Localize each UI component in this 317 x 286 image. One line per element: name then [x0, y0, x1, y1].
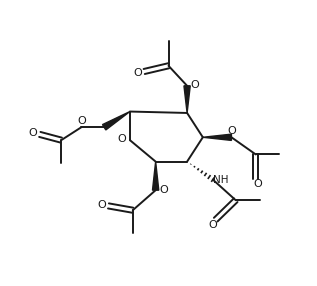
- Text: O: O: [209, 221, 217, 230]
- Text: O: O: [77, 116, 86, 126]
- Text: O: O: [97, 200, 106, 210]
- Polygon shape: [102, 112, 130, 130]
- Polygon shape: [152, 162, 159, 190]
- Text: O: O: [191, 80, 199, 90]
- Polygon shape: [184, 86, 190, 113]
- Polygon shape: [203, 134, 231, 140]
- Text: O: O: [227, 126, 236, 136]
- Text: O: O: [118, 134, 126, 144]
- Text: O: O: [160, 185, 169, 194]
- Text: O: O: [29, 128, 37, 138]
- Text: O: O: [254, 180, 262, 189]
- Text: NH: NH: [213, 175, 229, 185]
- Text: O: O: [133, 68, 142, 78]
